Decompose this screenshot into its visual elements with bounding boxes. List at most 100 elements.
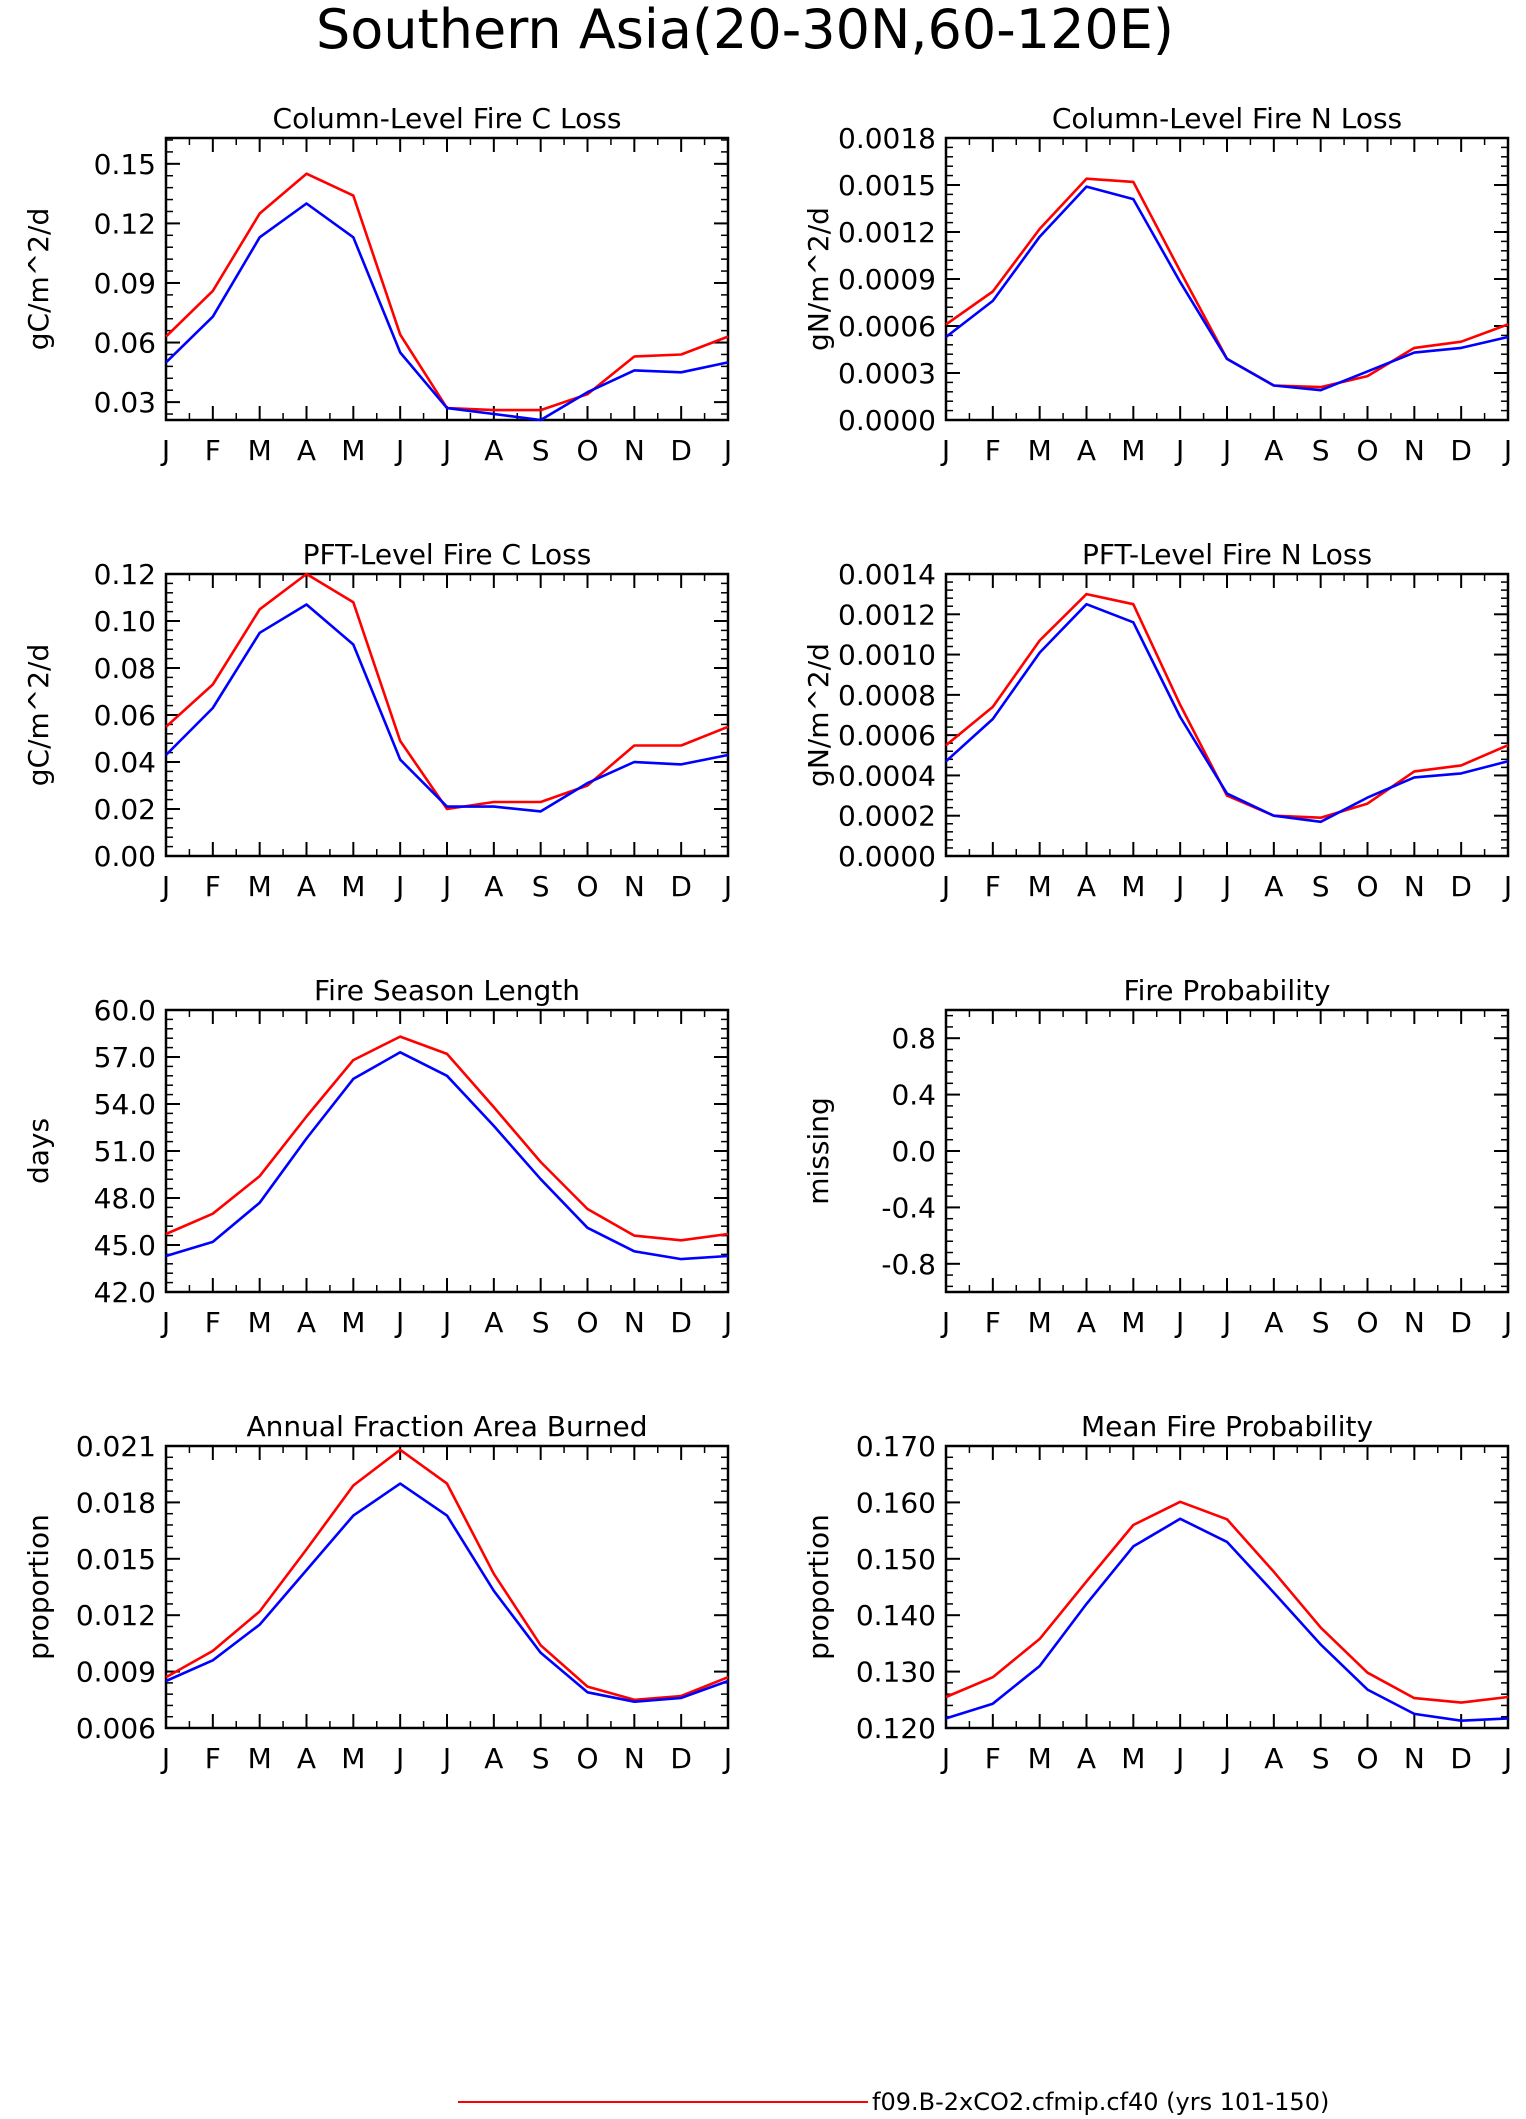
x-tick-label: J [394,1742,404,1775]
x-tick-label: O [576,870,598,903]
x-tick-label: F [985,1306,1001,1339]
y-tick-label: 0.0015 [838,169,936,202]
y-tick-label: 0.09 [94,267,156,300]
x-tick-label: M [1121,1306,1145,1339]
x-tick-label: O [1356,1742,1378,1775]
y-tick-label: 0.140 [856,1599,936,1632]
y-tick-label: 0.0000 [838,404,936,437]
x-tick-label: S [532,434,550,467]
x-tick-label: J [441,434,451,467]
x-tick-label: M [1121,434,1145,467]
x-tick-label: J [1502,1306,1512,1339]
x-tick-label: J [394,870,404,903]
y-tick-label: 0.15 [94,148,156,181]
x-tick-label: J [1502,1742,1512,1775]
x-tick-label: D [670,870,692,903]
x-tick-label: O [576,1306,598,1339]
y-tick-label: 60.0 [94,994,156,1027]
x-tick-label: J [1174,1742,1184,1775]
y-tick-label: -0.8 [881,1248,936,1281]
x-tick-label: J [160,1306,170,1339]
series-line-red [166,1450,728,1700]
x-tick-label: J [1221,870,1231,903]
chart-title: Fire Season Length [314,974,580,1007]
x-tick-label: N [624,434,645,467]
y-tick-label: 0.08 [94,652,156,685]
x-tick-label: A [1077,870,1096,903]
y-tick-label: 0.170 [856,1430,936,1463]
x-tick-label: M [1028,434,1052,467]
x-tick-label: D [670,1742,692,1775]
x-tick-label: F [205,1742,221,1775]
x-tick-label: J [940,870,950,903]
y-tick-label: 0.0009 [838,263,936,296]
x-tick-label: S [1312,434,1330,467]
y-tick-label: 0.0006 [838,310,936,343]
x-tick-label: J [722,434,732,467]
y-tick-label: 0.06 [94,327,156,360]
y-tick-label: 0.0000 [838,840,936,873]
y-tick-label: 0.06 [94,699,156,732]
x-tick-label: J [722,870,732,903]
x-tick-label: D [1450,1742,1472,1775]
x-tick-label: J [441,870,451,903]
y-tick-label: 0.12 [94,558,156,591]
chart-title: Column-Level Fire N Loss [1052,102,1402,135]
x-tick-label: S [1312,1306,1330,1339]
x-tick-label: S [1312,870,1330,903]
x-tick-label: J [160,870,170,903]
x-tick-label: A [1264,1742,1283,1775]
x-tick-label: M [1028,1306,1052,1339]
y-tick-label: 51.0 [94,1135,156,1168]
x-tick-label: D [670,1306,692,1339]
x-tick-label: D [1450,870,1472,903]
y-tick-label: 0.10 [94,605,156,638]
y-tick-label: 0.0010 [838,639,936,672]
x-tick-label: F [205,1306,221,1339]
x-tick-label: J [1174,434,1184,467]
x-tick-label: J [1174,870,1184,903]
y-tick-label: 0.021 [76,1430,156,1463]
chart-title: PFT-Level Fire C Loss [303,538,592,571]
series-line-red [946,594,1508,818]
y-tick-label: 0.0003 [838,357,936,390]
series-line-blue [166,1484,728,1702]
chart-title: PFT-Level Fire N Loss [1082,538,1372,571]
x-tick-label: J [722,1742,732,1775]
x-tick-label: N [624,1742,645,1775]
y-tick-label: 0.0008 [838,679,936,712]
plot-frame [166,138,728,420]
x-tick-label: F [985,1742,1001,1775]
y-tick-label: 0.160 [856,1486,936,1519]
x-tick-label: D [1450,1306,1472,1339]
series-line-blue [946,1519,1508,1721]
y-tick-label: 48.0 [94,1182,156,1215]
chart-title: Column-Level Fire C Loss [273,102,622,135]
x-tick-label: A [1264,1306,1283,1339]
x-tick-label: N [1404,434,1425,467]
y-axis-label: gC/m^2/d [22,644,55,787]
x-tick-label: A [297,1742,316,1775]
series-line-blue [166,1052,728,1259]
x-tick-label: J [1502,434,1512,467]
y-tick-label: 57.0 [94,1041,156,1074]
y-tick-label: 0.0014 [838,558,936,591]
x-tick-label: A [297,870,316,903]
y-tick-label: 0.0002 [838,800,936,833]
series-line-red [166,174,728,410]
y-tick-label: 0.8 [891,1022,936,1055]
x-tick-label: M [1121,1742,1145,1775]
x-tick-label: N [1404,870,1425,903]
plot-frame [946,138,1508,420]
y-tick-label: 0.12 [94,207,156,240]
x-tick-label: O [576,434,598,467]
y-tick-label: 0.00 [94,840,156,873]
x-tick-label: S [532,1742,550,1775]
page-title: Southern Asia(20-30N,60-120E) [316,0,1174,61]
x-tick-label: J [1502,870,1512,903]
y-axis-label: missing [802,1097,835,1205]
